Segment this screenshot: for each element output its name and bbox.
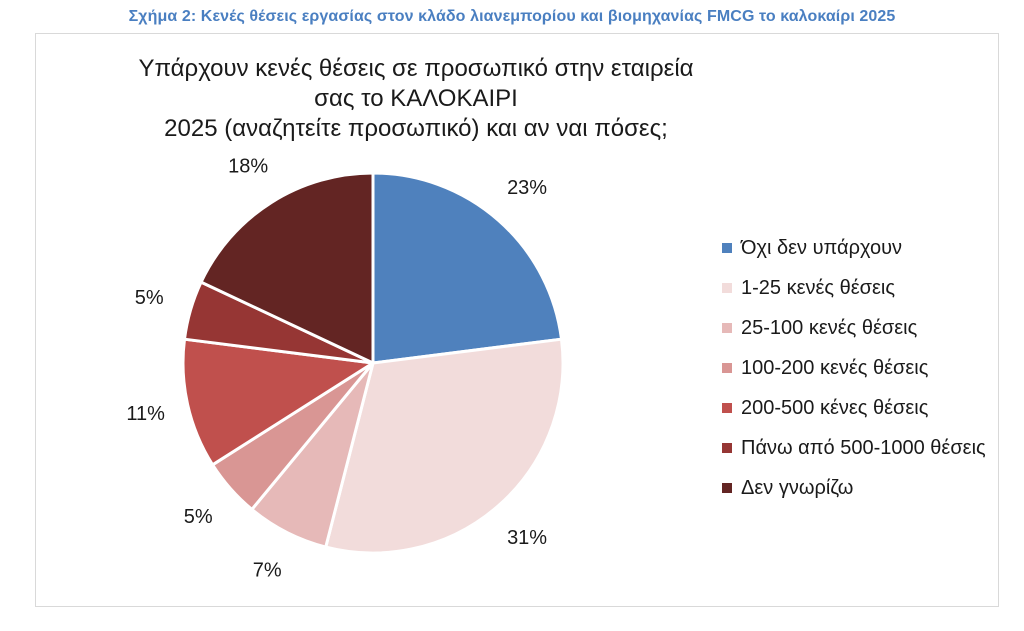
legend-label: Όχι δεν υπάρχουν (741, 236, 903, 259)
chart-frame: Υπάρχουν κενές θέσεις σε προσωπικό στην … (35, 33, 999, 607)
legend-label: 200-500 κένες θέσεις (741, 396, 929, 419)
pie-data-label-3: 7% (253, 560, 282, 582)
legend-label: Πάνω από 500-1000 θέσεις (741, 436, 986, 459)
legend-label: 25-100 κενές θέσεις (741, 316, 918, 339)
legend-swatch (722, 483, 732, 493)
legend-swatch (722, 283, 732, 293)
chart-title-line-1: Υπάρχουν κενές θέσεις σε προσωπικό στην … (138, 55, 694, 112)
legend-item-2: 1-25 κενές θέσεις (722, 268, 986, 308)
pie-data-label-2: 31% (507, 527, 547, 549)
legend-swatch (722, 323, 732, 333)
legend-label: 1-25 κενές θέσεις (741, 276, 895, 299)
pie-data-label-4: 5% (184, 506, 213, 528)
legend-item-7: Δεν γνωρίζω (722, 468, 986, 508)
pie-chart: 23% 31% 7% 5% 11% 5% 18% (126, 155, 565, 582)
pie-slice-5 (181, 337, 375, 467)
legend-item-6: Πάνω από 500-1000 θέσεις (722, 428, 986, 468)
pie-slice-7 (199, 171, 375, 365)
legend-item-4: 100-200 κενές θέσεις (722, 348, 986, 388)
pie-data-label-6: 5% (135, 287, 164, 309)
legend-label: Δεν γνωρίζω (741, 476, 854, 499)
pie-data-label-5: 11% (126, 403, 165, 425)
chart-title: Υπάρχουν κενές θέσεις σε προσωπικό στην … (136, 54, 696, 144)
legend-swatch (722, 443, 732, 453)
legend-label: 100-200 κενές θέσεις (741, 356, 929, 379)
legend-swatch (722, 403, 732, 413)
figure-caption: Σχήμα 2: Κενές θέσεις εργασίας στον κλάδ… (128, 8, 896, 25)
legend-swatch (722, 243, 732, 253)
legend-item-1: Όχι δεν υπάρχουν (722, 228, 986, 268)
legend: Όχι δεν υπάρχουν 1-25 κενές θέσεις 25-100 … (722, 228, 986, 508)
legend-item-5: 200-500 κένες θέσεις (722, 388, 986, 428)
chart-title-line-2: 2025 (αναζητείτε προσωπικό) και αν ναι π… (164, 115, 668, 142)
pie-data-label-1: 23% (507, 177, 547, 199)
legend-swatch (722, 363, 732, 373)
pie-slice-2 (324, 337, 565, 555)
pie-slice-1 (371, 171, 564, 365)
pie-data-label-7: 18% (228, 155, 268, 177)
legend-item-3: 25-100 κενές θέσεις (722, 308, 986, 348)
